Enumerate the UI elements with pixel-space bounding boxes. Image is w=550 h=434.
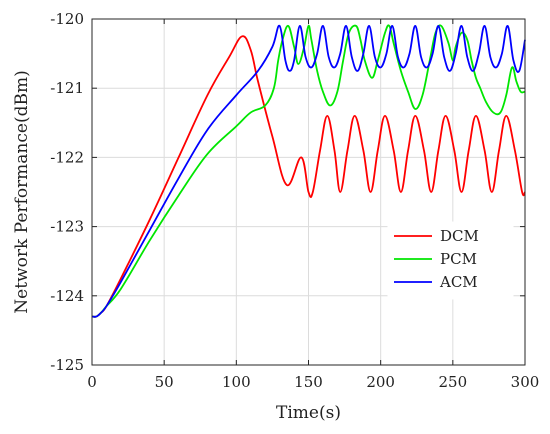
legend-label-acm: ACM bbox=[439, 273, 478, 291]
series-line-dcm bbox=[91, 35, 526, 318]
y-tick-label: -123 bbox=[50, 218, 84, 236]
x-tick-label: 300 bbox=[511, 373, 540, 391]
x-tick-label: 200 bbox=[366, 373, 395, 391]
y-tick-label: -125 bbox=[50, 356, 84, 374]
tick-labels: 0 50 100 150 200 250 300 -125 -124 -123 -122 -121 -1… bbox=[50, 10, 539, 391]
series-line-pcm bbox=[91, 24, 526, 318]
x-tick-label: 50 bbox=[155, 373, 174, 391]
legend-label-dcm: DCM bbox=[440, 227, 479, 245]
x-tick-label: 250 bbox=[439, 373, 468, 391]
x-axis-label: Time(s) bbox=[276, 403, 341, 423]
y-tick-label: -121 bbox=[50, 79, 84, 97]
x-tick-label: 150 bbox=[294, 373, 323, 391]
x-tick-label: 0 bbox=[87, 373, 97, 391]
x-tick-label: 100 bbox=[222, 373, 251, 391]
legend: DCM PCM ACM bbox=[387, 221, 514, 300]
legend-box bbox=[387, 221, 514, 300]
legend-label-pcm: PCM bbox=[440, 250, 477, 268]
y-axis-label: Network Performance(dBm) bbox=[12, 70, 32, 313]
series-lines bbox=[91, 24, 526, 318]
y-tick-label: -122 bbox=[50, 148, 84, 166]
series-line-acm bbox=[91, 24, 526, 318]
axes-frame bbox=[91, 18, 526, 366]
y-tick-label: -124 bbox=[50, 287, 84, 305]
y-tick-label: -120 bbox=[50, 10, 84, 28]
